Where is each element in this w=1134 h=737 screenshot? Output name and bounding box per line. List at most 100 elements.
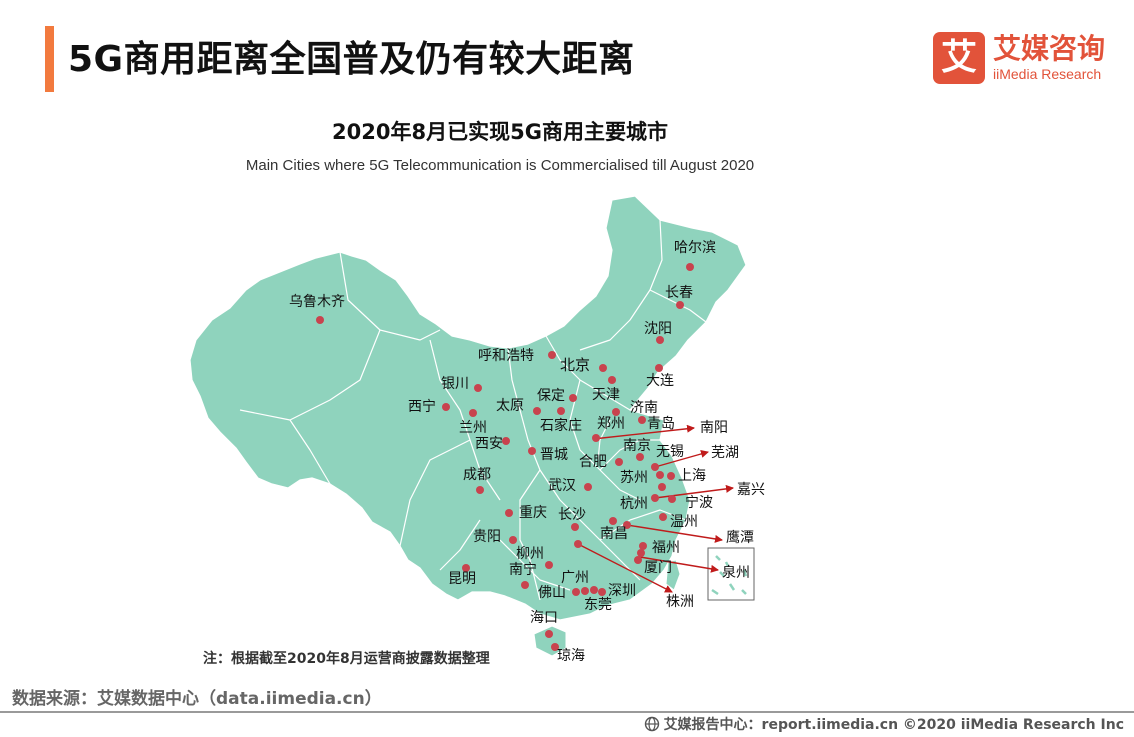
city-dot-zhengzhou bbox=[592, 434, 600, 442]
city-label-harbin: 哈尔滨 bbox=[674, 240, 716, 256]
city-label-hohhot: 呼和浩特 bbox=[478, 348, 534, 364]
taiwan-island bbox=[665, 559, 681, 591]
south-china-sea-islands bbox=[711, 555, 748, 596]
city-dot-yinchuan bbox=[474, 384, 482, 392]
city-dot-xining bbox=[442, 403, 450, 411]
city-label-jinan: 济南 bbox=[630, 400, 658, 416]
logo-mark: 艾 bbox=[933, 32, 985, 84]
city-dot-changchun bbox=[676, 301, 684, 309]
city-dot-shanghai bbox=[667, 472, 675, 480]
city-label-hefei: 合肥 bbox=[579, 454, 607, 470]
china-landmass bbox=[189, 195, 747, 621]
city-label-zhengzhou: 郑州 bbox=[597, 416, 625, 432]
city-label-tianjin: 天津 bbox=[592, 387, 620, 403]
city-label-dalian: 大连 bbox=[646, 373, 674, 389]
logo-text-cn: 艾媒咨询 bbox=[993, 32, 1106, 65]
city-label-beijing: 北京 bbox=[560, 356, 590, 374]
city-dot-shijiazhuang bbox=[557, 407, 565, 415]
city-dot-wenzhou bbox=[659, 513, 667, 521]
city-label-qionghai: 琼海 bbox=[557, 648, 585, 664]
city-label-hangzhou: 杭州 bbox=[620, 496, 648, 512]
city-dot-qionghai bbox=[551, 643, 559, 651]
city-dot-hefei bbox=[615, 458, 623, 466]
city-dot-tianjin bbox=[608, 376, 616, 384]
map-note: 注：根据截至2020年8月运营商披露数据整理 bbox=[203, 651, 490, 667]
city-dot-jincheng bbox=[528, 447, 536, 455]
city-label-nanning: 南宁 bbox=[509, 561, 537, 578]
city-label-wuhu: 芜湖 bbox=[711, 444, 739, 461]
city-label-changsha: 长沙 bbox=[558, 507, 586, 523]
city-label-jiaxing: 嘉兴 bbox=[737, 482, 765, 498]
city-label-shijiazhuang: 石家庄 bbox=[540, 417, 582, 434]
city-dot-kunming bbox=[462, 564, 470, 572]
city-label-foshan: 佛山 bbox=[538, 585, 566, 601]
city-dot-nanning bbox=[521, 581, 529, 589]
city-dot-jinan bbox=[612, 408, 620, 416]
city-dot-guiyang bbox=[509, 536, 517, 544]
footer-divider bbox=[0, 711, 1134, 713]
city-label-xining: 西宁 bbox=[408, 398, 436, 415]
city-dot-nanjing bbox=[636, 453, 644, 461]
city-dot-zhuzhou bbox=[574, 540, 582, 548]
city-label-nanjing: 南京 bbox=[623, 438, 651, 454]
city-label-fuzhou: 福州 bbox=[652, 540, 680, 556]
city-label-nanchang: 南昌 bbox=[600, 526, 628, 542]
city-label-lanzhou: 兰州 bbox=[459, 420, 487, 436]
city-dot-nanchang bbox=[609, 517, 617, 525]
city-label-guangzhou: 广州 bbox=[561, 570, 589, 586]
data-source: 数据来源：艾媒数据中心（data.iimedia.cn） bbox=[12, 689, 382, 709]
city-dot-dalian bbox=[655, 364, 663, 372]
city-dot-suzhou bbox=[656, 471, 664, 479]
city-dot-fuzhou bbox=[639, 542, 647, 550]
city-label-dongguan: 东莞 bbox=[584, 597, 612, 613]
city-label-liuzhou: 柳州 bbox=[516, 545, 544, 562]
city-label-xian: 西安 bbox=[475, 436, 503, 452]
city-label-suzhou: 苏州 bbox=[620, 470, 648, 486]
footer-text: 艾媒报告中心：report.iimedia.cn ©2020 iiMedia R… bbox=[663, 717, 1124, 733]
callout-arrows bbox=[577, 424, 734, 593]
city-dot-dongguan bbox=[590, 586, 598, 594]
city-label-wuxi: 无锡 bbox=[656, 444, 684, 460]
city-dot-liuzhou bbox=[545, 561, 553, 569]
city-dot-baoding bbox=[569, 394, 577, 402]
globe-icon bbox=[644, 716, 659, 732]
city-label-nanyang: 南阳 bbox=[700, 420, 728, 436]
city-dot-ningbo bbox=[668, 495, 676, 503]
city-dot-harbin bbox=[686, 263, 694, 271]
city-label-jincheng: 晋城 bbox=[540, 447, 568, 463]
city-label-changchun: 长春 bbox=[665, 285, 693, 301]
iimedia-logo: 艾 艾媒咨询 iiMedia Research bbox=[933, 32, 1113, 84]
city-label-yingtan: 鹰潭 bbox=[726, 529, 754, 546]
map-subtitle: Main Cities where 5G Telecommunication i… bbox=[245, 157, 755, 174]
city-label-quanzhou: 泉州 bbox=[722, 564, 750, 581]
city-label-urumqi: 乌鲁木齐 bbox=[289, 294, 345, 310]
city-dot-chengdu bbox=[476, 486, 484, 494]
city-label-taiyuan: 太原 bbox=[496, 398, 524, 414]
city-dot-xian bbox=[502, 437, 510, 445]
city-dot-haikou bbox=[545, 630, 553, 638]
city-dot-jiaxing bbox=[658, 483, 666, 491]
city-label-kunming: 昆明 bbox=[448, 571, 476, 587]
city-label-shanghai: 上海 bbox=[678, 468, 706, 484]
logo-text-en: iiMedia Research bbox=[993, 66, 1102, 82]
city-labels: 哈尔滨 长春 沈阳 大连 乌鲁木齐 呼和浩特 北京 天津 银川 保定 西宁 太原… bbox=[289, 240, 765, 664]
city-dots bbox=[316, 263, 694, 651]
city-dot-shenyang bbox=[656, 336, 664, 344]
city-dot-urumqi bbox=[316, 316, 324, 324]
city-label-haikou: 海口 bbox=[530, 610, 558, 626]
city-dot-yingtan bbox=[623, 521, 631, 529]
city-label-qingdao: 青岛 bbox=[647, 416, 675, 432]
province-borders bbox=[239, 219, 707, 601]
city-dot-hohhot bbox=[548, 351, 556, 359]
city-label-chongqing: 重庆 bbox=[519, 505, 547, 521]
city-label-wuhan: 武汉 bbox=[548, 478, 576, 494]
city-dot-taiyuan bbox=[533, 407, 541, 415]
city-dot-hangzhou bbox=[651, 494, 659, 502]
city-label-baoding: 保定 bbox=[537, 388, 565, 404]
city-dot-chongqing bbox=[505, 509, 513, 517]
city-label-guiyang: 贵阳 bbox=[473, 529, 501, 545]
city-label-ningbo: 宁波 bbox=[685, 494, 713, 511]
city-dot-wuhan bbox=[584, 483, 592, 491]
page-title: 5G商用距离全国普及仍有较大距离 bbox=[68, 39, 635, 80]
